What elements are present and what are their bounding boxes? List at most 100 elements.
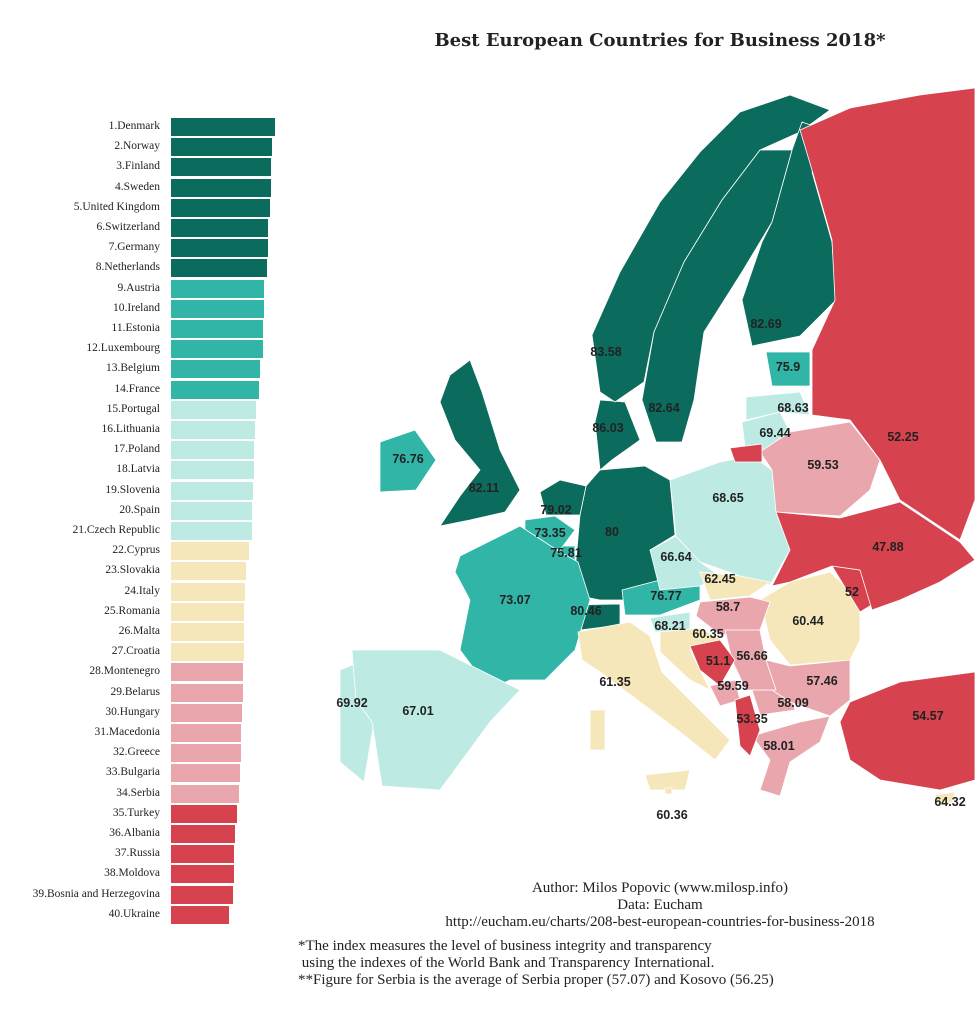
map-value-serbia: 56.66 [736, 649, 767, 663]
country-russia [729, 443, 763, 463]
bar-row: 19.Slovenia [0, 481, 300, 502]
bar [171, 865, 234, 884]
bar-row: 8.Netherlands [0, 259, 300, 279]
bar-label: 12.Luxembourg [86, 342, 160, 355]
country-netherlands [539, 479, 587, 516]
bar-row: 20.Spain [0, 501, 300, 522]
bar-label: 21.Czech Republic [72, 524, 160, 536]
bar-label: 17.Poland [113, 443, 160, 456]
bar-row: 38.Moldova [0, 865, 300, 885]
bar [171, 441, 254, 460]
bar-label: 39.Bosnia and Herzegovina [32, 887, 160, 900]
bar-row: 24.Italy [0, 582, 300, 603]
bar [171, 885, 233, 904]
map-value-croatia: 60.35 [692, 627, 723, 641]
footnotes: *The index measures the level of busines… [298, 938, 774, 989]
bar [171, 683, 243, 702]
bar [171, 461, 254, 480]
bar-row: 3.Finland [0, 158, 300, 178]
bar-label: 18.Latvia [116, 463, 160, 476]
map-value-slovakia: 62.45 [704, 572, 735, 586]
map-value-belgium: 73.35 [534, 526, 565, 540]
bar [171, 178, 271, 197]
bar [171, 239, 268, 258]
map-value-slovenia: 68.21 [654, 619, 685, 633]
bar-row: 18.Latvia [0, 461, 300, 481]
bar-row: 11.Estonia [0, 320, 300, 340]
map-value-italy: 61.35 [599, 675, 630, 689]
bar-label: 29.Belarus [110, 685, 160, 698]
map-value-spain: 67.01 [402, 704, 433, 718]
bar-label: 32.Greece [113, 746, 160, 759]
bar [171, 522, 252, 540]
bar-row: 35.Turkey [0, 804, 300, 825]
map-value-turkey: 54.57 [912, 709, 943, 723]
bar-row: 31.Macedonia [0, 724, 300, 744]
bar [171, 259, 267, 278]
bar [171, 380, 260, 399]
map-value-latvia: 68.63 [777, 401, 808, 415]
bar-row: 29.Belarus [0, 683, 300, 704]
map-value-romania: 60.44 [792, 614, 823, 628]
bar-row: 28.Montenegro [0, 663, 300, 683]
bar-row: 1.Denmark [0, 118, 300, 138]
map-value-russia: 52.25 [887, 430, 918, 444]
country-romania [759, 571, 861, 666]
bar-row: 9.Austria [0, 279, 300, 300]
country-ireland [379, 429, 437, 493]
map-value-montenegro: 59.59 [717, 679, 748, 693]
bar [171, 219, 269, 237]
source-url: http://eucham.eu/charts/208-best-europea… [445, 914, 875, 930]
bar-row: 5.United Kingdom [0, 198, 300, 219]
bar-label: 36.Albania [109, 827, 160, 839]
map-value-macedonia: 58.09 [777, 696, 808, 710]
bar-label: 7.Germany [108, 241, 160, 254]
country-turkey [839, 671, 975, 791]
country-ukraine [771, 501, 975, 611]
map-value-france: 73.07 [499, 593, 530, 607]
map-value-ireland: 76.76 [392, 452, 423, 466]
bar-label: 31.Macedonia [94, 726, 160, 738]
country-greece [751, 715, 831, 797]
bar-label: 40.Ukraine [108, 907, 160, 920]
bar-label: 16.Lithuania [101, 423, 160, 435]
bar [171, 724, 242, 742]
bar [171, 198, 271, 217]
bar [171, 905, 229, 924]
country-cyprus [934, 791, 956, 804]
europe-map: 86.03 83.58 82.69 82.64 82.11 80.46 80 79.02 76.… [336, 87, 975, 822]
country-denmark [594, 399, 641, 471]
bar [171, 118, 275, 136]
bar-row: 12.Luxembourg [0, 340, 300, 360]
bar-label: 10.Ireland [113, 301, 160, 314]
bar-label: 19.Slovenia [105, 483, 160, 496]
bar-row: 13.Belgium [0, 360, 300, 380]
bar-label: 33.Bulgaria [106, 766, 160, 779]
bar-row: 40.Ukraine [0, 905, 300, 926]
country-france [454, 525, 591, 691]
map-value-denmark: 86.03 [592, 421, 623, 435]
bar [171, 845, 235, 864]
bar-label: 15.Portugal [106, 402, 160, 415]
bar [171, 360, 260, 379]
bar-row: 2.Norway [0, 138, 300, 158]
bar-label: 27.Croatia [111, 645, 160, 658]
bar [171, 421, 255, 439]
bar [171, 299, 264, 318]
bar [171, 501, 252, 520]
bar-label: 4.Sweden [114, 180, 160, 193]
bar [171, 804, 237, 823]
bar-row: 26.Malta [0, 623, 300, 643]
bar-label: 30.Hungary [105, 705, 160, 718]
map-value-bulgaria: 57.46 [806, 674, 837, 688]
bar [171, 825, 236, 843]
country-bosnia-and-herzegovina [689, 639, 736, 687]
author-credit: Author: Milos Popovic (www.milosp.info) [531, 880, 789, 896]
country-albania [734, 694, 761, 757]
bar-row: 14.France [0, 380, 300, 401]
bar-label: 28.Montenegro [89, 665, 160, 678]
map-value-hungary: 58.7 [716, 600, 740, 614]
country-sweden [641, 149, 793, 443]
map-value-germany: 80 [605, 525, 619, 539]
